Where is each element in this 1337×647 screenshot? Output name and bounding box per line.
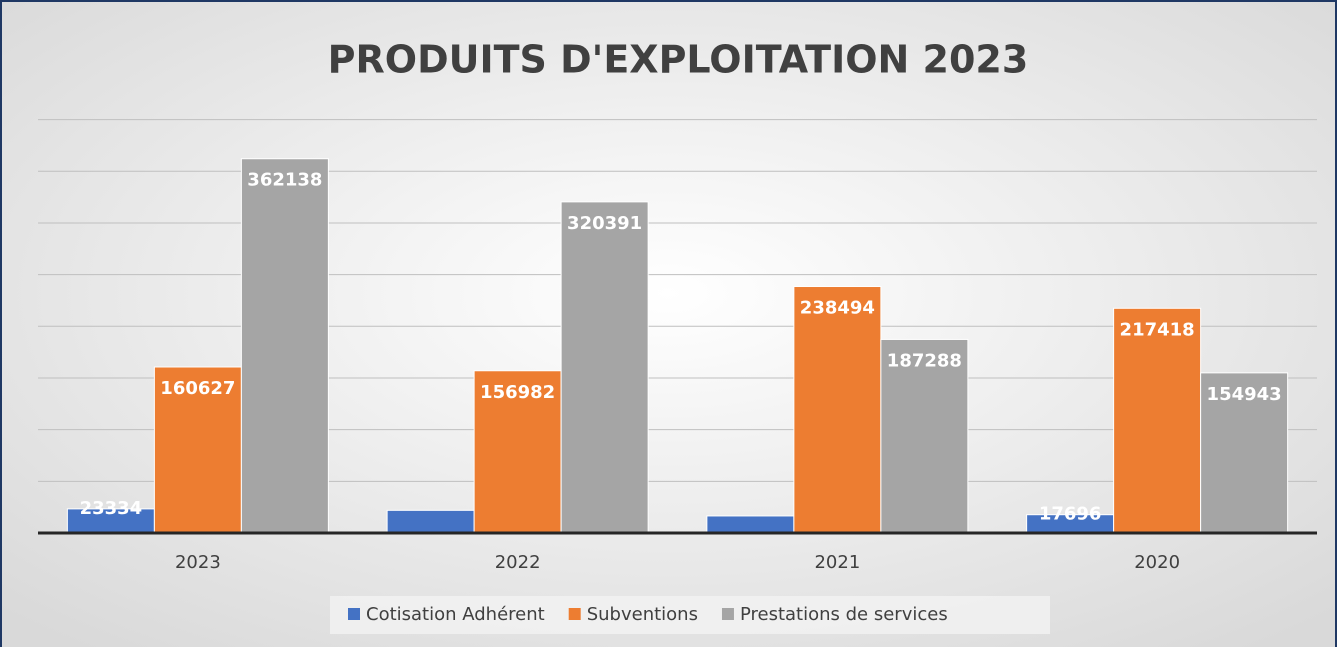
data-label: 187288 [887, 350, 962, 371]
bar [560, 201, 649, 534]
legend-swatch [348, 608, 360, 620]
bar [880, 338, 969, 534]
legend-label: Cotisation Adhérent [366, 604, 545, 625]
x-tick-label: 2020 [1134, 552, 1180, 573]
bar [1200, 372, 1289, 534]
data-label: 156982 [480, 382, 555, 403]
legend-swatch [721, 608, 734, 620]
legend-box [330, 596, 1050, 634]
data-label: 160627 [160, 378, 235, 399]
x-tick-label: 2021 [814, 552, 860, 573]
x-tick-label: 2022 [495, 552, 541, 573]
bar [240, 158, 329, 534]
legend-label: Subventions [587, 604, 698, 625]
data-label: 23334 [80, 498, 143, 519]
bar [386, 509, 475, 534]
data-label: 362138 [247, 170, 322, 191]
data-label: 17696 [1039, 504, 1102, 525]
legend-swatch [568, 608, 581, 620]
data-label: 217418 [1120, 319, 1195, 340]
data-label: 320391 [567, 213, 642, 234]
legend-label: Prestations de services [740, 604, 948, 625]
bar [1113, 307, 1202, 534]
data-label: 238494 [800, 298, 875, 319]
bar [793, 286, 882, 534]
bar [706, 515, 795, 534]
data-label: 154943 [1207, 384, 1282, 405]
x-tick-label: 2023 [175, 552, 221, 573]
chart-title: PRODUITS D'EXPLOITATION 2023 [328, 38, 1029, 82]
